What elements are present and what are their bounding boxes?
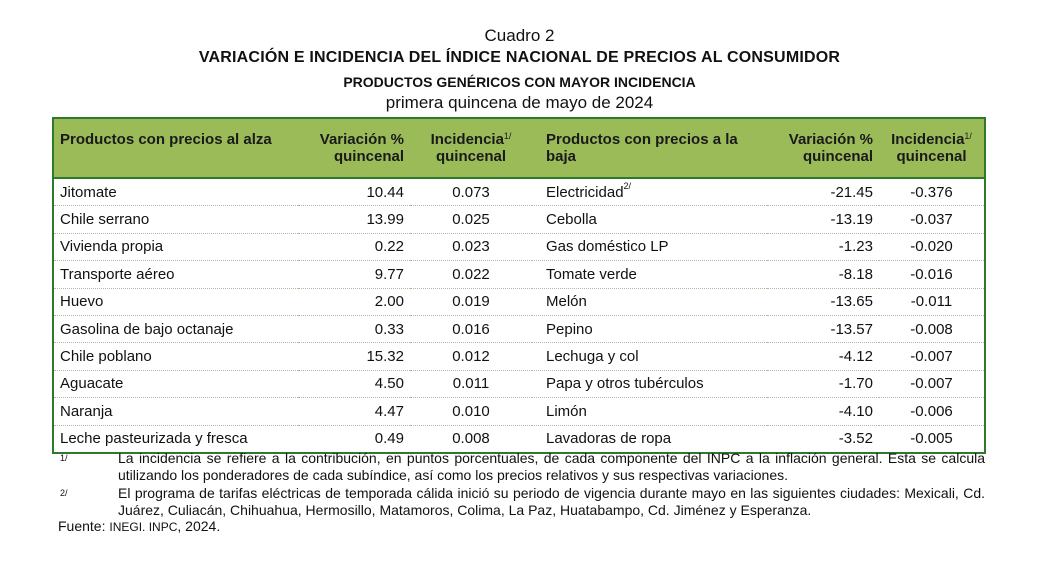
down-product: Papa y otros tubérculos <box>532 370 767 399</box>
table-row: Huevo 2.00 0.019 Melón -13.65 -0.011 <box>53 288 985 316</box>
down-incidence: -0.016 <box>879 260 985 289</box>
table-row: Aguacate 4.50 0.011 Papa y otros tubérculos… <box>53 370 985 399</box>
down-incidence: -0.376 <box>879 178 985 207</box>
up-product: Huevo <box>53 288 298 316</box>
table-row: Vivienda propia 0.22 0.023 Gas doméstico LP… <box>53 233 985 262</box>
down-variation: -13.19 <box>767 205 879 234</box>
up-incidence: 0.019 <box>410 288 532 316</box>
header-up-variation: Variación % quincenal <box>298 118 410 179</box>
up-product: Leche pasteurizada y fresca <box>60 430 248 448</box>
down-variation: -13.57 <box>767 315 879 344</box>
down-variation: -8.18 <box>767 260 879 289</box>
up-variation: 0.33 <box>298 315 410 344</box>
up-incidence: 0.008 <box>452 430 490 448</box>
up-variation: 9.77 <box>298 260 410 289</box>
table-row: Transporte aéreo 9.77 0.022 Tomate verde -8.… <box>53 260 985 289</box>
down-product: Electricidad2/ <box>532 178 767 207</box>
up-product: Chile poblano <box>53 342 298 371</box>
header-down-incidence: Incidencia1/quincenal <box>879 118 985 179</box>
header-down-product: Productos con precios a la baja <box>532 118 767 179</box>
footnote-1: 1/La incidencia se refiere a la contribu… <box>60 450 985 483</box>
up-variation: 15.32 <box>298 342 410 371</box>
footnote-2: 2/El programa de tarifas eléctricas de t… <box>60 485 985 518</box>
down-incidence: -0.011 <box>879 288 985 316</box>
table-row: Leche pasteurizada y fresca 0.49 0.008 Lava… <box>53 425 985 453</box>
down-product: Tomate verde <box>532 260 767 289</box>
down-product: Limón <box>532 397 767 426</box>
down-product: Lechuga y col <box>532 342 767 371</box>
table-row: Jitomate 10.44 0.073 Electricidad2/-21.45 -0… <box>53 178 985 207</box>
down-variation: -4.10 <box>767 397 879 426</box>
down-product: Lavadoras de ropa <box>546 430 672 448</box>
table-row: Gasolina de bajo octanaje 0.33 0.016 Pepino… <box>53 315 985 344</box>
down-variation: -3.52 <box>838 430 873 448</box>
down-variation: -13.65 <box>767 288 879 316</box>
down-variation: -4.12 <box>767 342 879 371</box>
subtitle: PRODUCTOS GENÉRICOS CON MAYOR INCIDENCIA <box>343 74 696 90</box>
down-incidence: -0.020 <box>879 233 985 262</box>
up-product: Transporte aéreo <box>53 260 298 289</box>
up-incidence: 0.025 <box>410 205 532 234</box>
up-incidence: 0.011 <box>410 370 532 399</box>
down-incidence: -0.007 <box>879 342 985 371</box>
up-product: Jitomate <box>53 178 298 207</box>
down-variation: -1.70 <box>767 370 879 399</box>
up-variation: 10.44 <box>298 178 410 207</box>
up-variation: 4.47 <box>298 397 410 426</box>
table-row: Chile serrano 13.99 0.025 Cebolla -13.19 -0.0… <box>53 205 985 234</box>
table-number: Cuadro 2 <box>484 26 555 45</box>
header-up-incidence: Incidencia1/quincenal <box>410 118 532 179</box>
down-incidence: -0.006 <box>879 397 985 426</box>
up-incidence: 0.022 <box>410 260 532 289</box>
up-product: Vivienda propia <box>53 233 298 262</box>
up-variation: 2.00 <box>298 288 410 316</box>
up-variation: 0.49 <box>374 430 404 448</box>
page-title: VARIACIÓN E INCIDENCIA DEL ÍNDICE NACION… <box>198 49 841 66</box>
down-product: Pepino <box>532 315 767 344</box>
up-product: Chile serrano <box>53 205 298 234</box>
period: primera quincena de mayo de 2024 <box>385 93 654 112</box>
up-product: Aguacate <box>53 370 298 399</box>
up-variation: 0.22 <box>298 233 410 262</box>
down-product: Cebolla <box>532 205 767 234</box>
incidence-table: Productos con precios al alza Variación … <box>52 117 986 454</box>
header-up-product: Productos con precios al alza <box>53 118 298 179</box>
up-incidence: 0.016 <box>410 315 532 344</box>
down-incidence: -0.005 <box>910 430 953 448</box>
up-incidence: 0.012 <box>410 342 532 371</box>
table-row: Naranja 4.47 0.010 Limón -4.10 -0.006 <box>53 397 985 426</box>
header-row: Productos con precios al alza Variación … <box>53 118 985 179</box>
footnotes: 1/La incidencia se refiere a la contribu… <box>58 450 985 536</box>
down-product: Gas doméstico LP <box>532 233 767 262</box>
down-incidence: -0.008 <box>879 315 985 344</box>
down-variation: -21.45 <box>767 178 879 207</box>
down-product: Melón <box>532 288 767 316</box>
down-variation: -1.23 <box>767 233 879 262</box>
up-incidence: 0.073 <box>410 178 532 207</box>
down-incidence: -0.007 <box>879 370 985 399</box>
table-row: Chile poblano 15.32 0.012 Lechuga y col -4.1… <box>53 342 985 371</box>
up-variation: 13.99 <box>298 205 410 234</box>
up-incidence: 0.010 <box>410 397 532 426</box>
up-product: Gasolina de bajo octanaje <box>53 315 298 344</box>
header-down-variation: Variación % quincenal <box>767 118 879 179</box>
down-incidence: -0.037 <box>879 205 985 234</box>
up-product: Naranja <box>53 397 298 426</box>
source: Fuente: INEGI. INPC, 2024. <box>58 518 221 534</box>
up-incidence: 0.023 <box>410 233 532 262</box>
up-variation: 4.50 <box>298 370 410 399</box>
